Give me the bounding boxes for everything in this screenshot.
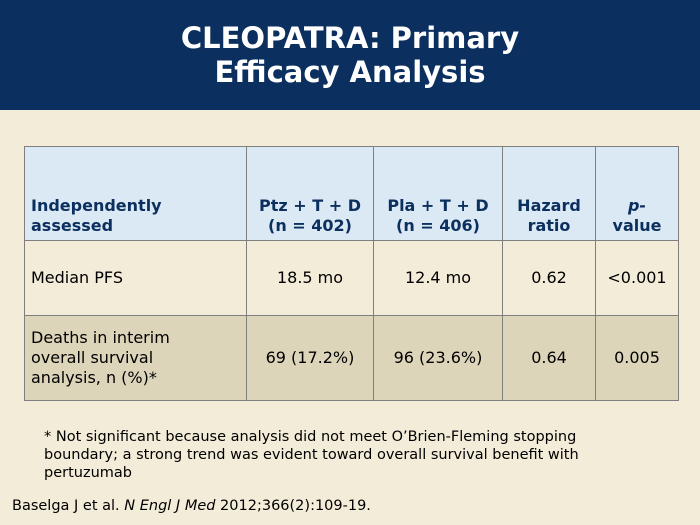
slide-title: CLEOPATRA: Primary Efficacy Analysis — [181, 21, 519, 89]
cell-pla-median-pfs: 12.4 mo — [373, 240, 503, 316]
cell-hr-median-pfs: 0.62 — [502, 240, 596, 316]
header-hr-line-1: Hazard — [517, 196, 581, 215]
cell-ptz-deaths: 69 (17.2%) — [246, 315, 374, 401]
cell-hr-deaths: 0.64 — [502, 315, 596, 401]
row-label-median-pfs: Median PFS — [24, 240, 247, 316]
table-row: Deaths in interim overall survival analy… — [24, 315, 679, 401]
header-cell-hazard-ratio: Hazard ratio — [502, 146, 596, 241]
cell-p-deaths: 0.005 — [595, 315, 679, 401]
row-label-line: Median PFS — [31, 268, 124, 287]
citation-details: 2012;366(2):109-19. — [215, 498, 371, 514]
header-pla-line-2: (n = 406) — [396, 216, 480, 235]
table-row: Median PFS 18.5 mo 12.4 mo 0.62 <0.001 — [24, 240, 679, 316]
citation-authors: Baselga J et al. — [12, 498, 125, 514]
row-label-deaths: Deaths in interim overall survival analy… — [24, 315, 247, 401]
table-header-row: Independently assessed Ptz + T + D (n = … — [24, 146, 679, 241]
cell-pla-deaths: 96 (23.6%) — [373, 315, 503, 401]
cell-ptz-median-pfs: 18.5 mo — [246, 240, 374, 316]
header-ptz-line-2: (n = 402) — [268, 216, 352, 235]
slide-title-line-1: CLEOPATRA: Primary — [180, 21, 520, 55]
header-hr-line-2: ratio — [527, 216, 571, 235]
row-label-line: Deaths in interim — [31, 328, 170, 347]
citation: Baselga J et al. N Engl J Med 2012;366(2… — [12, 497, 692, 515]
header-ptz-line-1: Ptz + T + D — [259, 196, 361, 215]
header-cell-assessment: Independently assessed — [24, 146, 247, 241]
slide-title-line-2: Efficacy Analysis — [214, 55, 486, 89]
footnote: * Not significant because analysis did n… — [44, 429, 579, 481]
citation-journal: N Engl J Med — [124, 498, 216, 514]
header-cell-pla-arm: Pla + T + D (n = 406) — [373, 146, 503, 241]
header-p-line-2: value — [612, 216, 662, 235]
header-p-line-1: p- — [627, 196, 647, 215]
row-label-line: overall survival — [31, 348, 154, 367]
row-label-line: analysis, n (%)* — [31, 368, 157, 387]
cell-p-median-pfs: <0.001 — [595, 240, 679, 316]
header-assessment-line-2: assessed — [31, 216, 114, 235]
header-cell-p-value: p- value — [595, 146, 679, 241]
header-cell-ptz-arm: Ptz + T + D (n = 402) — [246, 146, 374, 241]
efficacy-table: Independently assessed Ptz + T + D (n = … — [24, 146, 679, 401]
header-pla-line-1: Pla + T + D — [387, 196, 489, 215]
header-assessment-line-1: Independently — [31, 196, 162, 215]
slide-header: CLEOPATRA: Primary Efficacy Analysis — [0, 0, 700, 110]
